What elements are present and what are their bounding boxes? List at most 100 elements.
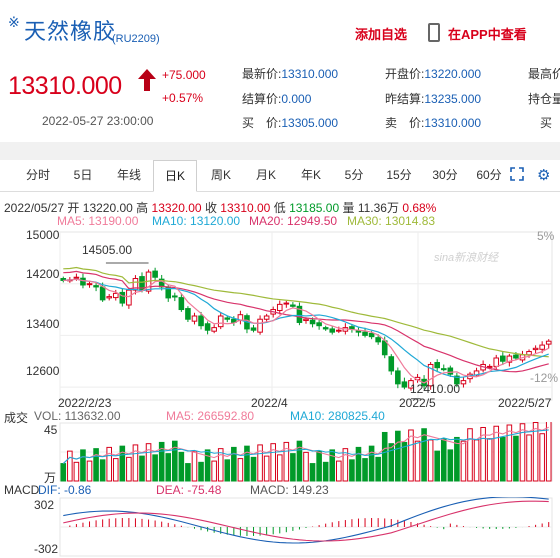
kline-info: 2022/05/27 开 13220.00 高 13320.00 收 13310…: [4, 201, 437, 215]
candle-body: [532, 347, 539, 351]
tab-daily-k[interactable]: 日K: [153, 160, 197, 192]
tab-5min[interactable]: 5分: [344, 168, 364, 182]
volume-chart: [59, 422, 553, 482]
volume-bar: [99, 459, 106, 482]
volume-bar: [506, 424, 513, 482]
volume-bar: [191, 450, 198, 482]
candle-body: [434, 362, 440, 369]
candle-body: [276, 303, 283, 312]
mark-icon: ※: [8, 14, 20, 30]
volume-bar: [532, 422, 539, 482]
tab-15min[interactable]: 15分: [386, 168, 412, 182]
candle-body: [329, 328, 336, 333]
volume-bar: [336, 460, 342, 482]
period-tabs: 分时 5日 年线 日K 周K 月K 年K 5分 15分 30分 60分: [0, 160, 560, 192]
open-app-button[interactable]: 在APP中查看: [448, 27, 527, 42]
add-watchlist-button[interactable]: 添加自选: [355, 27, 408, 42]
date-label-2: 2022/4: [251, 396, 288, 410]
candle-body: [388, 356, 395, 372]
candle-body: [224, 317, 231, 320]
tab-year-line[interactable]: 年线: [116, 168, 141, 182]
volume-bar: [454, 436, 460, 482]
volume-bar: [500, 436, 506, 482]
volume-bar: [519, 423, 526, 482]
volume-bar: [231, 446, 237, 482]
candle-body: [316, 322, 322, 327]
up-arrow-icon: [138, 69, 156, 91]
tab-weekly-k[interactable]: 周K: [210, 168, 231, 182]
settings-gear-icon[interactable]: ⚙: [537, 167, 551, 184]
candle-body: [112, 292, 119, 299]
high-mark: 14505.00: [82, 243, 133, 257]
volume-bar: [303, 451, 309, 482]
field-open-interest: 持仓量: [528, 92, 560, 106]
instrument-code: (RU2209): [112, 33, 160, 45]
candle-body: [454, 375, 460, 385]
fullscreen-icon[interactable]: [510, 167, 524, 181]
field-ask: 卖 价:13310.000: [385, 116, 482, 130]
volume-bar: [539, 433, 545, 482]
volume-bar: [526, 434, 532, 482]
volume-bar: [322, 461, 329, 482]
y-tick-2: 14200: [26, 267, 60, 281]
candle-body: [440, 368, 447, 371]
tab-monthly-k[interactable]: 月K: [255, 168, 276, 182]
candle-body: [158, 278, 165, 288]
volume-bar: [408, 429, 414, 482]
tab-5day[interactable]: 5日: [73, 168, 93, 182]
candle-body: [513, 354, 519, 359]
volume-bar: [342, 448, 349, 482]
candle-body: [355, 330, 362, 333]
pct-top: 5%: [537, 229, 555, 243]
price-change-pct: +0.57%: [162, 91, 204, 105]
last-price: 13310.000: [8, 72, 122, 100]
tab-timeshare[interactable]: 分时: [25, 168, 50, 182]
field-open: 开盘价:13220.000: [385, 67, 482, 81]
candle-body: [427, 363, 434, 387]
volume-ma10-line: [62, 429, 549, 464]
volume-bar: [355, 446, 362, 482]
volume-bar: [250, 456, 257, 482]
tab-30min[interactable]: 30分: [432, 168, 458, 182]
macd-top: 302: [34, 498, 55, 512]
candle-body: [539, 344, 545, 350]
volume-bar: [73, 461, 80, 482]
volume-bar: [362, 458, 368, 482]
volume-bar: [296, 440, 303, 482]
volume-bar: [93, 448, 99, 482]
volume-bar: [545, 422, 552, 482]
divider: [0, 142, 560, 160]
volume-bar: [368, 445, 375, 482]
volume-bar: [447, 449, 454, 482]
candle-body: [257, 318, 263, 333]
volume-bar: [106, 446, 112, 482]
volume-bar: [290, 453, 296, 482]
candle-body: [198, 315, 204, 327]
candle-body: [395, 370, 401, 385]
candle-body: [493, 357, 500, 367]
volume-bar: [178, 451, 185, 482]
volume-bar: [434, 450, 440, 482]
volume-bar: [283, 441, 290, 482]
tab-yearly-k[interactable]: 年K: [300, 168, 321, 182]
candle-body: [250, 327, 257, 331]
field-latest: 最新价:13310.000: [242, 67, 339, 81]
macd-dea-line: [63, 500, 549, 542]
field-settle: 结算价:0.000: [242, 92, 312, 106]
volume-bar: [480, 426, 486, 482]
kline-chart: [59, 231, 553, 401]
low-mark: 12410.00: [410, 382, 461, 396]
tab-60min[interactable]: 60分: [476, 168, 502, 182]
volume-bar: [198, 461, 204, 482]
instrument-title: 天然橡胶: [24, 19, 117, 44]
candle-body: [401, 381, 408, 388]
price-change: +75.000: [162, 68, 206, 82]
volume-bar: [440, 438, 447, 482]
candle-body: [211, 327, 217, 332]
volume-bar: [172, 440, 178, 482]
candle-body: [204, 323, 211, 331]
candle-body: [368, 332, 375, 338]
ma5-line: [63, 278, 549, 384]
volume-bar: [211, 460, 217, 482]
volume-bar: [316, 450, 322, 482]
